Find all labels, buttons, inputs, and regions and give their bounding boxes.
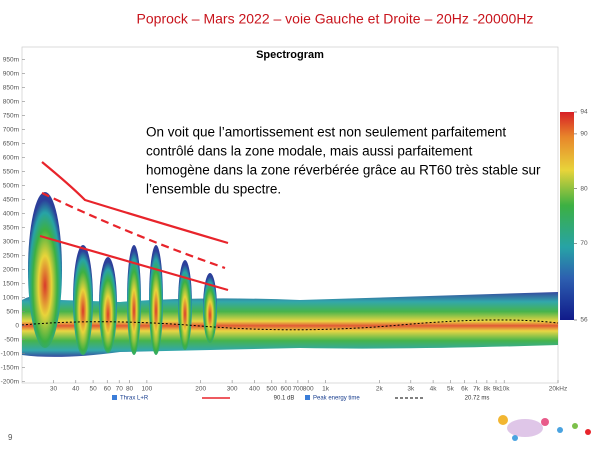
spectrogram-image: [21, 192, 559, 357]
legend: Thrax L+R 90.1 dB Peak energy time 20.72 ms: [112, 395, 489, 402]
x-tick-label: 30: [50, 386, 58, 393]
legend-checkbox[interactable]: [112, 395, 117, 400]
y-tick-label: 550m: [3, 168, 19, 175]
y-tick-label: 100m: [3, 294, 19, 301]
y-tick-label: 700m: [3, 126, 19, 133]
x-tick-label: 10k: [499, 386, 510, 393]
logo: [498, 415, 591, 441]
colorbar-tick-label: 80: [580, 185, 588, 192]
x-tick-label: 70: [116, 386, 124, 393]
legend-name: Thrax L+R: [120, 396, 149, 402]
x-tick-label: 6k: [461, 386, 469, 393]
y-tick-label: 200m: [3, 266, 19, 273]
page-number: 9: [8, 433, 13, 442]
colorbar-tick-label: 56: [580, 317, 588, 324]
y-tick-label: 800m: [3, 98, 19, 105]
y-tick-label: -100m: [1, 350, 19, 357]
y-tick-label: -200m: [1, 378, 19, 385]
x-tick-label: 50: [89, 386, 97, 393]
x-tick-label: 400: [249, 386, 260, 393]
y-tick-label: 750m: [3, 112, 19, 119]
annotation: On voit que l’amortissement est non seul…: [146, 125, 541, 197]
x-tick-label: 700: [292, 386, 303, 393]
y-tick-label: 400m: [3, 210, 19, 217]
annotation-line: l’ensemble du spectre.: [146, 182, 281, 197]
y-tick-label: 150m: [3, 280, 19, 287]
annotation-line: contrôlé dans la zone modale, mais aussi…: [146, 144, 473, 159]
y-tick-label: 900m: [3, 70, 19, 77]
y-tick-label: 850m: [3, 84, 19, 91]
x-tick-label: 300: [227, 386, 238, 393]
y-tick-label: 0: [15, 322, 19, 329]
y-tick-label: 600m: [3, 154, 19, 161]
x-tick-label: 80: [126, 386, 134, 393]
hand-drawn-lines: [39, 161, 229, 292]
colorbar-tick-label: 90: [580, 131, 588, 138]
x-tick-label: 20kHz: [549, 386, 567, 393]
y-tick-label: 350m: [3, 224, 19, 231]
y-tick-label: 650m: [3, 140, 19, 147]
x-tick-label: 40: [72, 386, 80, 393]
x-tick-label: 60: [104, 386, 112, 393]
y-tick-label: 450m: [3, 196, 19, 203]
legend-checkbox[interactable]: [305, 395, 310, 400]
x-tick-label: 200: [195, 386, 206, 393]
legend-value: 90.1 dB: [274, 396, 295, 402]
x-tick-label: 100: [141, 386, 152, 393]
legend-name: Peak energy time: [313, 396, 360, 402]
colorbar-tick-label: 94: [580, 109, 588, 116]
y-tick-label: 50m: [6, 308, 19, 315]
y-tick-label: 950m: [3, 56, 19, 63]
y-tick-label: -150m: [1, 364, 19, 371]
y-tick-label: 250m: [3, 252, 19, 259]
x-tick-label: 4k: [430, 386, 438, 393]
colorbar: [560, 112, 574, 320]
x-tick-label: 600: [280, 386, 291, 393]
x-tick-label: 2k: [376, 386, 384, 393]
x-tick-label: 8k: [483, 386, 491, 393]
annotation-line: homogène dans la zone réverbérée grâce a…: [146, 163, 541, 178]
x-tick-label: 800: [303, 386, 314, 393]
x-tick-label: 9k: [493, 386, 501, 393]
x-tick-label: 7k: [473, 386, 481, 393]
y-tick-label: 500m: [3, 182, 19, 189]
legend-value: 20.72 ms: [465, 396, 490, 402]
chart-title: Spectrogram: [256, 49, 324, 61]
x-tick-label: 3k: [407, 386, 415, 393]
slide-title: Poprock – Mars 2022 – voie Gauche et Dro…: [137, 11, 534, 27]
y-tick-label: 300m: [3, 238, 19, 245]
y-tick-label: -50m: [4, 336, 19, 343]
colorbar-tick-label: 70: [580, 240, 588, 247]
x-tick-label: 5k: [447, 386, 455, 393]
x-tick-label: 500: [266, 386, 277, 393]
annotation-line: On voit que l’amortissement est non seul…: [146, 125, 506, 140]
axes: 950m 900m 850m 800m 750m 700m 650m 600m 550m 500m…: [1, 56, 588, 392]
x-tick-label: 1k: [322, 386, 330, 393]
